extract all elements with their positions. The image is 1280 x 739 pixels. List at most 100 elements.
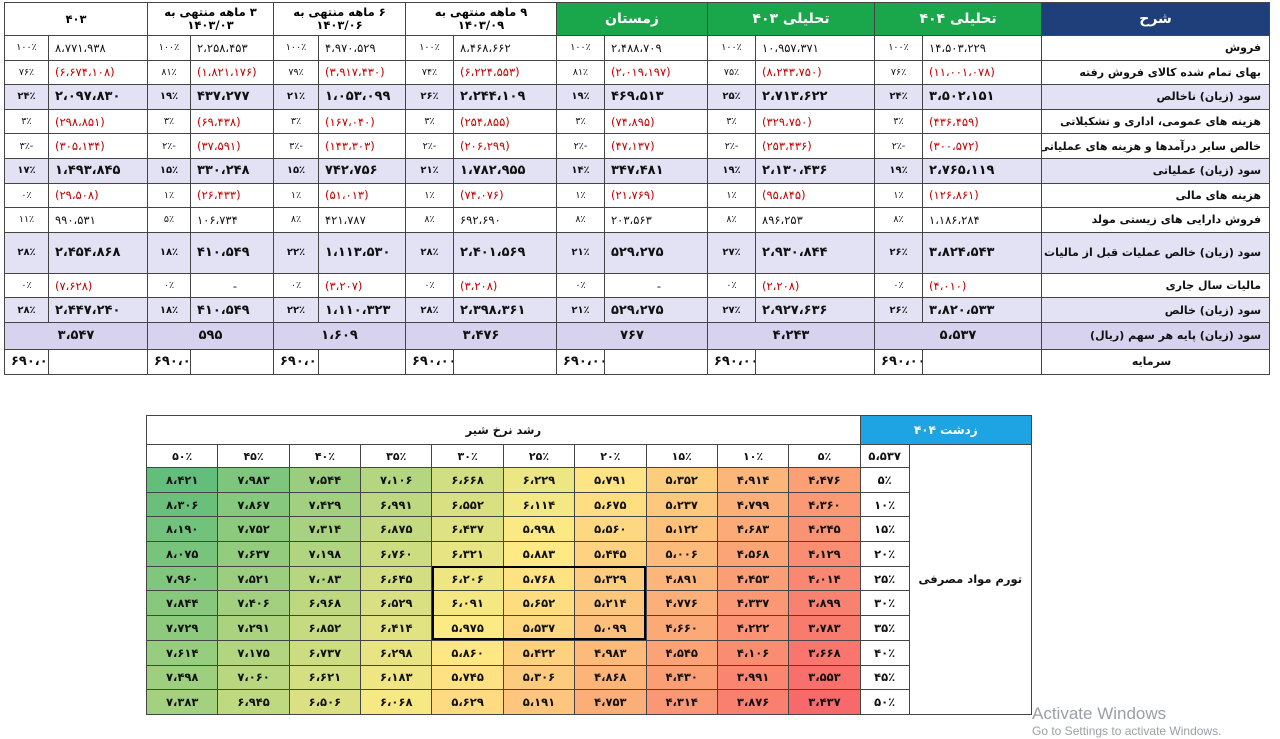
value-cell: ۳،۵۰۲،۱۵۱ xyxy=(922,84,1043,110)
value-cell: (۲،۲۰۸) xyxy=(755,272,876,299)
percent-cell: ۲٪- xyxy=(556,133,605,159)
sensitivity-cell: ۷،۴۲۹ xyxy=(288,491,362,518)
table-row: بهای تمام شده کالای فروش رفته (۱۱،۰۰۱،۰۷۸… xyxy=(4,59,1271,86)
sensitivity-cell: ۷،۵۴۴ xyxy=(288,467,362,493)
value-cell: (۱۴۳،۳۰۳) xyxy=(318,133,406,159)
percent-cell: ۱۸٪ xyxy=(147,297,191,323)
capital-spacer xyxy=(190,348,274,375)
percent-cell: ۱۱٪ xyxy=(4,207,49,233)
percent-cell: ۸۱٪ xyxy=(147,59,191,86)
percent-cell: ۱۰۰٪ xyxy=(273,35,319,61)
value-cell: ۲،۷۶۵،۱۱۹ xyxy=(922,157,1043,184)
percent-cell: ۱۰۰٪ xyxy=(706,35,757,61)
sensitivity-title: رشد نرخ شیر xyxy=(146,415,861,445)
column-header: ۴۰۳ xyxy=(4,2,148,36)
sensitivity-table: رشد نرخ شیر زدشت ۴۰۴ ۵۰٪ ۴۵٪ ۴۰٪ ۳۵٪ ۳۰٪ ۲۵٪ ۲… xyxy=(145,415,1033,715)
value-cell: - xyxy=(604,272,708,299)
sensitivity-cell: ۸،۴۲۱ xyxy=(145,467,219,493)
value-cell: (۶،۶۷۴،۱۰۸) xyxy=(48,59,148,86)
value-cell: (۲۰۶،۲۹۹) xyxy=(453,133,557,159)
sensitivity-cell: ۶،۴۳۷ xyxy=(431,516,504,543)
percent-cell: ۱۷٪ xyxy=(4,157,49,184)
capital-value: ۶۹۰،۰۰۰ xyxy=(874,348,924,375)
table-header-row: شرح تحلیلی ۴۰۴ تحلیلی ۴۰۳ زمستان ۹ ماهه منته… xyxy=(4,2,1271,36)
value-cell: ۴۶۹،۵۱۳ xyxy=(604,84,708,110)
percent-cell: ۳٪ xyxy=(405,108,454,135)
sensitivity-cell: ۳،۸۹۹ xyxy=(788,590,861,617)
value-cell: ۱۰،۹۵۷،۳۷۱ xyxy=(755,35,876,61)
sensitivity-cell: ۵،۷۶۸ xyxy=(502,565,576,592)
percent-cell: ۲۸٪ xyxy=(405,297,454,323)
growth-header: ۲۵٪ xyxy=(502,444,576,468)
sensitivity-cell: ۵،۸۶۰ xyxy=(431,639,504,666)
inflation-header: ۱۰٪ xyxy=(859,491,910,518)
column-header-line: تحلیلی ۴۰۴ xyxy=(919,11,997,27)
percent-cell: ۳٪- xyxy=(273,133,319,159)
sensitivity-cell: ۷،۵۲۱ xyxy=(217,565,290,592)
sensitivity-cell: ۵،۳۰۶ xyxy=(502,664,576,691)
percent-cell: ۲۴٪ xyxy=(4,84,49,110)
sensitivity-cell: ۳،۷۸۳ xyxy=(788,615,861,641)
sensitivity-cell: ۵،۷۹۱ xyxy=(574,467,647,493)
sensitivity-cell: ۷،۰۶۰ xyxy=(217,664,290,691)
inflation-header: ۳۵٪ xyxy=(859,615,910,641)
value-cell: (۳۲۹،۷۵۰) xyxy=(755,108,876,135)
inflation-header: ۱۵٪ xyxy=(859,516,910,543)
sensitivity-row: ۸،۴۲۱ ۷،۹۸۳ ۷،۵۴۴ ۷،۱۰۶ ۶،۶۶۸ ۶،۲۲۹ ۵،۷۹۱ ۵،۳۵۲… xyxy=(145,467,1032,493)
percent-cell: ۱٪ xyxy=(874,182,924,209)
value-cell: ۷۴۲،۷۵۶ xyxy=(318,157,406,184)
column-header: تحلیلی ۴۰۳ xyxy=(706,2,876,36)
percent-cell: ۷۵٪ xyxy=(706,59,757,86)
value-cell: ۸۹۶،۲۵۳ xyxy=(755,207,876,233)
percent-cell: ۰٪ xyxy=(4,182,49,209)
value-cell: ۱،۱۸۶،۲۸۴ xyxy=(922,207,1043,233)
sensitivity-cell: ۷،۲۹۱ xyxy=(217,615,290,641)
percent-cell: ۲۲٪ xyxy=(273,297,319,323)
inflation-header: ۴۰٪ xyxy=(859,639,910,666)
table-row: فروش ۱۴،۵۰۳،۲۲۹ ۱۰۰٪ ۱۰،۹۵۷،۳۷۱ ۱۰۰٪ ۲،۴۸۸،۷۰… xyxy=(4,35,1271,61)
percent-cell: ۷۶٪ xyxy=(4,59,49,86)
percent-cell: ۲٪- xyxy=(405,133,454,159)
value-cell: (۶۹،۴۳۸) xyxy=(190,108,274,135)
table-row: فروش دارایی های زیستی مولد ۱،۱۸۶،۲۸۴ ۸٪ ۸۹۶… xyxy=(4,207,1271,233)
percent-cell: ۱۹٪ xyxy=(147,84,191,110)
percent-cell: ۱۴٪ xyxy=(556,157,605,184)
value-cell: ۴۳۷،۲۷۷ xyxy=(190,84,274,110)
percent-cell: ۸٪ xyxy=(874,207,924,233)
value-cell: (۷۴،۰۷۶) xyxy=(453,182,557,209)
row-label: فروش دارایی های زیستی مولد xyxy=(1041,207,1271,233)
value-cell: ۲،۴۸۸،۷۰۹ xyxy=(604,35,708,61)
income-statement-table: شرح تحلیلی ۴۰۴ تحلیلی ۴۰۳ زمستان ۹ ماهه منته… xyxy=(4,2,1271,375)
column-header-line: ۴۰۳ xyxy=(65,11,87,26)
sensitivity-cell: ۴،۲۴۵ xyxy=(788,516,861,543)
value-cell: ۵۲۹،۲۷۵ xyxy=(604,231,708,274)
value-cell: (۳،۹۱۷،۴۳۰) xyxy=(318,59,406,86)
value-cell: (۲۵۳،۴۳۶) xyxy=(755,133,876,159)
percent-cell: ۱۸٪ xyxy=(147,231,191,274)
table-row: خالص سایر درآمدها و هزینه های عملیاتی (۳۰… xyxy=(4,133,1271,159)
eps-value: ۵،۵۳۷ xyxy=(874,321,1043,350)
growth-header: ۳۰٪ xyxy=(431,444,504,468)
sensitivity-cell: ۵،۸۸۳ xyxy=(502,541,576,567)
sensitivity-row: ۸،۱۹۰ ۷،۷۵۲ ۷،۳۱۴ ۶،۸۷۵ ۶،۴۳۷ ۵،۹۹۸ ۵،۵۶۰ ۵،۱۲۲… xyxy=(145,516,1032,543)
value-cell: ۱،۱۱۳،۵۳۰ xyxy=(318,231,406,274)
sensitivity-cell: ۳،۸۷۶ xyxy=(716,689,790,715)
table-row: سود (زیان) خالص ۳،۸۲۰،۵۳۳ ۲۶٪ ۲،۹۲۷،۶۳۶ ۲۷٪ ۵… xyxy=(4,297,1271,323)
capital-spacer xyxy=(318,348,406,375)
percent-cell: ۳٪- xyxy=(4,133,49,159)
row-label: مالیات سال جاری xyxy=(1041,272,1271,299)
sensitivity-row: ۷،۶۱۴ ۷،۱۷۵ ۶،۷۳۷ ۶،۲۹۸ ۵،۸۶۰ ۵،۴۲۲ ۴،۹۸۳ ۴،۵۴۵… xyxy=(145,639,1032,666)
value-cell: (۷۴،۸۹۵) xyxy=(604,108,708,135)
sensitivity-cell: ۴،۰۱۴ xyxy=(788,565,861,592)
percent-cell: ۱۹٪ xyxy=(874,157,924,184)
sensitivity-cell: ۵،۹۹۸ xyxy=(502,516,576,543)
header-label: شرح xyxy=(1041,2,1271,36)
percent-cell: ۲۵٪ xyxy=(706,84,757,110)
value-cell: (۱۲۶،۸۶۱) xyxy=(922,182,1043,209)
percent-cell: ۱٪ xyxy=(147,182,191,209)
sensitivity-cell: ۵،۲۳۷ xyxy=(645,491,718,518)
percent-cell: ۷۴٪ xyxy=(405,59,454,86)
sensitivity-cell: ۴،۴۵۳ xyxy=(716,565,790,592)
sensitivity-row: ۷،۷۲۹ ۷،۲۹۱ ۶،۸۵۲ ۶،۴۱۴ ۵،۹۷۵ ۵،۵۳۷ ۵،۰۹۹ ۴،۶۶۰… xyxy=(145,615,1032,641)
percent-cell: ۸٪ xyxy=(405,207,454,233)
